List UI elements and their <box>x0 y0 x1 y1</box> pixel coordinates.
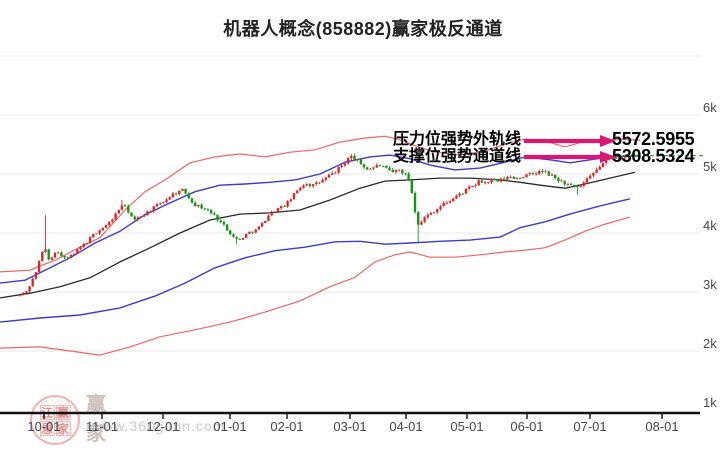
channel-line-lower-red <box>0 216 631 356</box>
y-axis-labels: 1k 2k 3k 4k 5k 6k <box>703 100 717 410</box>
support-label: 支撑位强势通道线 <box>392 148 521 165</box>
svg-text:10-01: 10-01 <box>27 419 60 434</box>
channel-line-mid-black <box>0 171 636 299</box>
seal-char: 恩 <box>39 420 55 436</box>
svg-text:08-01: 08-01 <box>645 419 678 434</box>
brand-seal-icon: 江 赢 恩 家 <box>30 395 80 445</box>
svg-text:03-01: 03-01 <box>333 419 366 434</box>
svg-text:4k: 4k <box>703 218 717 233</box>
resistance-label: 压力位强势外轨线 <box>392 131 521 148</box>
svg-text:5k: 5k <box>703 159 717 174</box>
arrow-right-icon <box>600 135 616 147</box>
svg-text:2k: 2k <box>703 336 717 351</box>
svg-text:6k: 6k <box>703 100 717 115</box>
arrow-right-icon <box>600 151 616 163</box>
svg-text:01-01: 01-01 <box>213 419 246 434</box>
svg-text:06-01: 06-01 <box>510 419 543 434</box>
annotation-arrows <box>524 135 616 163</box>
grid-layer <box>0 55 700 352</box>
candles-layer <box>18 153 640 297</box>
svg-text:3k: 3k <box>703 277 717 292</box>
watermark-brand-text: 赢家江恩软件 <box>86 394 108 445</box>
svg-text:02-01: 02-01 <box>270 419 303 434</box>
svg-text:1k: 1k <box>703 395 717 410</box>
resistance-value: 5572.5955 <box>612 129 695 149</box>
watermark-url-text: www.360gann.com <box>92 418 226 434</box>
channel-line-lower-blue <box>0 198 631 323</box>
seal-char: 家 <box>55 420 71 436</box>
svg-text:05-01: 05-01 <box>450 419 483 434</box>
chart-title: 机器人概念(858882)赢家极反通道 <box>223 19 503 39</box>
svg-text:07-01: 07-01 <box>573 419 606 434</box>
svg-text:04-01: 04-01 <box>389 419 422 434</box>
svg-text:11-01: 11-01 <box>86 419 118 434</box>
x-axis: 10-01 11-01 12-01 01-01 02-01 03-01 04-01 05-01… <box>0 411 700 434</box>
support-value: 5308.5324 <box>612 146 695 166</box>
channel-lines-layer <box>0 135 641 356</box>
svg-text:12-01: 12-01 <box>146 419 179 434</box>
